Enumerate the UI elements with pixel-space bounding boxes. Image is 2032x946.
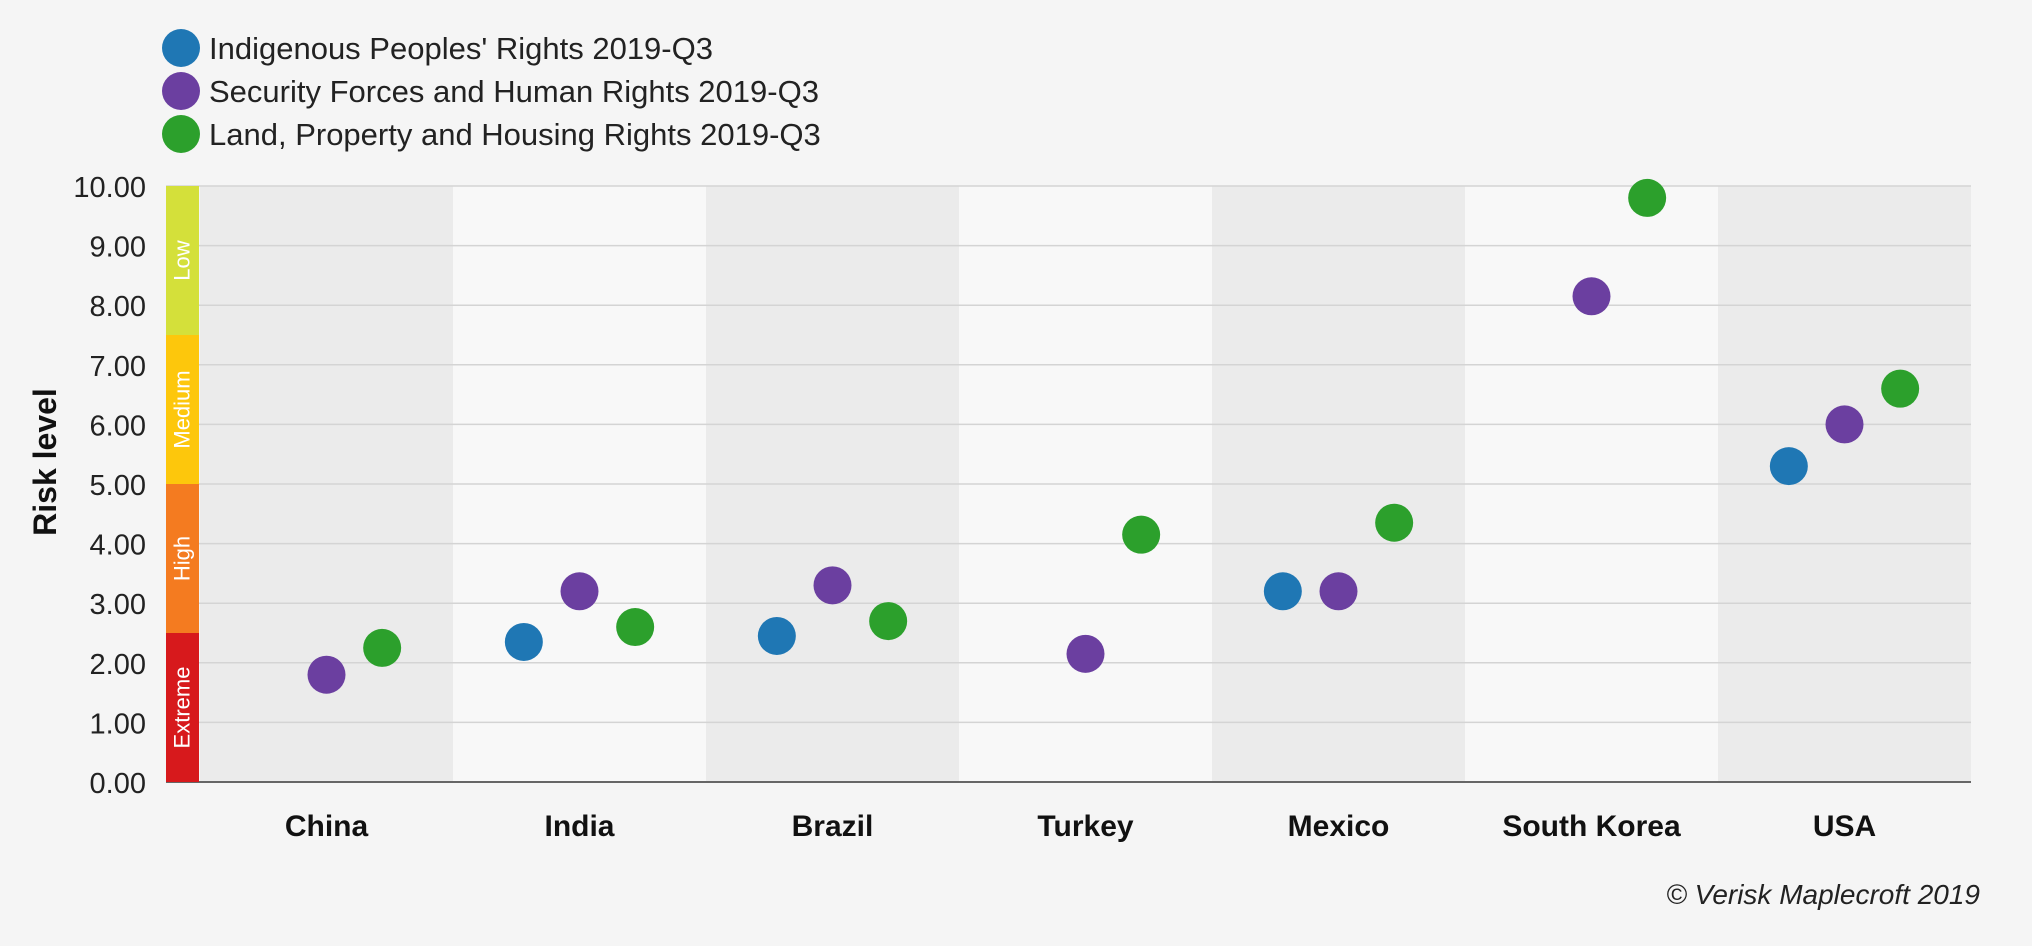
risk-band-label: Medium xyxy=(170,370,195,448)
data-point xyxy=(307,655,346,694)
y-tick-label: 6.00 xyxy=(90,410,146,442)
legend-label: Security Forces and Human Rights 2019-Q3 xyxy=(209,74,819,109)
legend-label: Land, Property and Housing Rights 2019-Q… xyxy=(209,117,821,152)
legend: Indigenous Peoples' Rights 2019-Q3 Securi… xyxy=(162,29,821,153)
data-point xyxy=(1319,572,1358,611)
data-point xyxy=(1572,277,1611,316)
y-tick-label: 9.00 xyxy=(90,232,146,264)
risk-band xyxy=(166,186,199,335)
legend-marker xyxy=(162,72,200,110)
x-tick-label: South Korea xyxy=(1502,810,1681,843)
risk-band xyxy=(166,335,199,484)
y-tick-label: 8.00 xyxy=(90,291,146,323)
y-tick-label: 2.00 xyxy=(90,649,146,681)
x-axis-labels: China India Brazil Turkey Mexico South Korea U… xyxy=(285,810,1876,843)
risk-band-label: Extreme xyxy=(170,667,195,749)
y-tick-label: 4.00 xyxy=(90,530,146,562)
copyright-credit: © Verisk Maplecroft 2019 xyxy=(1666,879,1980,910)
y-tick-label: 3.00 xyxy=(90,589,146,621)
y-tick-label: 7.00 xyxy=(90,351,146,383)
risk-band xyxy=(166,484,199,633)
data-point xyxy=(1825,405,1864,444)
x-tick-label: Brazil xyxy=(792,810,874,843)
data-point xyxy=(813,566,852,605)
x-tick-label: USA xyxy=(1813,810,1876,843)
data-point xyxy=(1881,369,1920,408)
y-tick-label: 5.00 xyxy=(90,470,146,502)
data-point xyxy=(504,622,543,661)
data-point xyxy=(616,608,655,647)
data-point xyxy=(560,572,599,611)
data-point xyxy=(1263,572,1302,611)
legend-marker xyxy=(162,115,200,153)
risk-band-label: High xyxy=(170,536,195,581)
data-points xyxy=(307,178,1920,694)
data-point xyxy=(1122,515,1161,554)
risk-bands: Extreme High Medium Low xyxy=(166,186,199,782)
legend-label: Indigenous Peoples' Rights 2019-Q3 xyxy=(209,31,713,66)
gridlines xyxy=(166,185,1971,783)
data-point xyxy=(1769,447,1808,486)
x-tick-label: Mexico xyxy=(1288,810,1390,843)
y-axis-label: Risk level xyxy=(27,388,63,536)
y-tick-label: 0.00 xyxy=(90,768,146,800)
data-point xyxy=(1066,634,1105,673)
risk-band xyxy=(166,633,199,782)
data-point xyxy=(757,616,796,655)
x-tick-label: Turkey xyxy=(1037,810,1133,843)
risk-band-label: Low xyxy=(170,240,195,280)
x-tick-label: India xyxy=(544,810,614,843)
data-point xyxy=(1375,503,1414,542)
data-point xyxy=(363,628,402,667)
legend-marker xyxy=(162,29,200,67)
data-point xyxy=(1628,178,1667,217)
data-point xyxy=(869,602,908,641)
x-tick-label: China xyxy=(285,810,369,843)
y-tick-label: 1.00 xyxy=(90,708,146,740)
y-axis-ticks: 0.00 1.00 2.00 3.00 4.00 5.00 6.00 7.00 8.00 9.00… xyxy=(73,172,146,800)
y-tick-label: 10.00 xyxy=(73,172,146,204)
